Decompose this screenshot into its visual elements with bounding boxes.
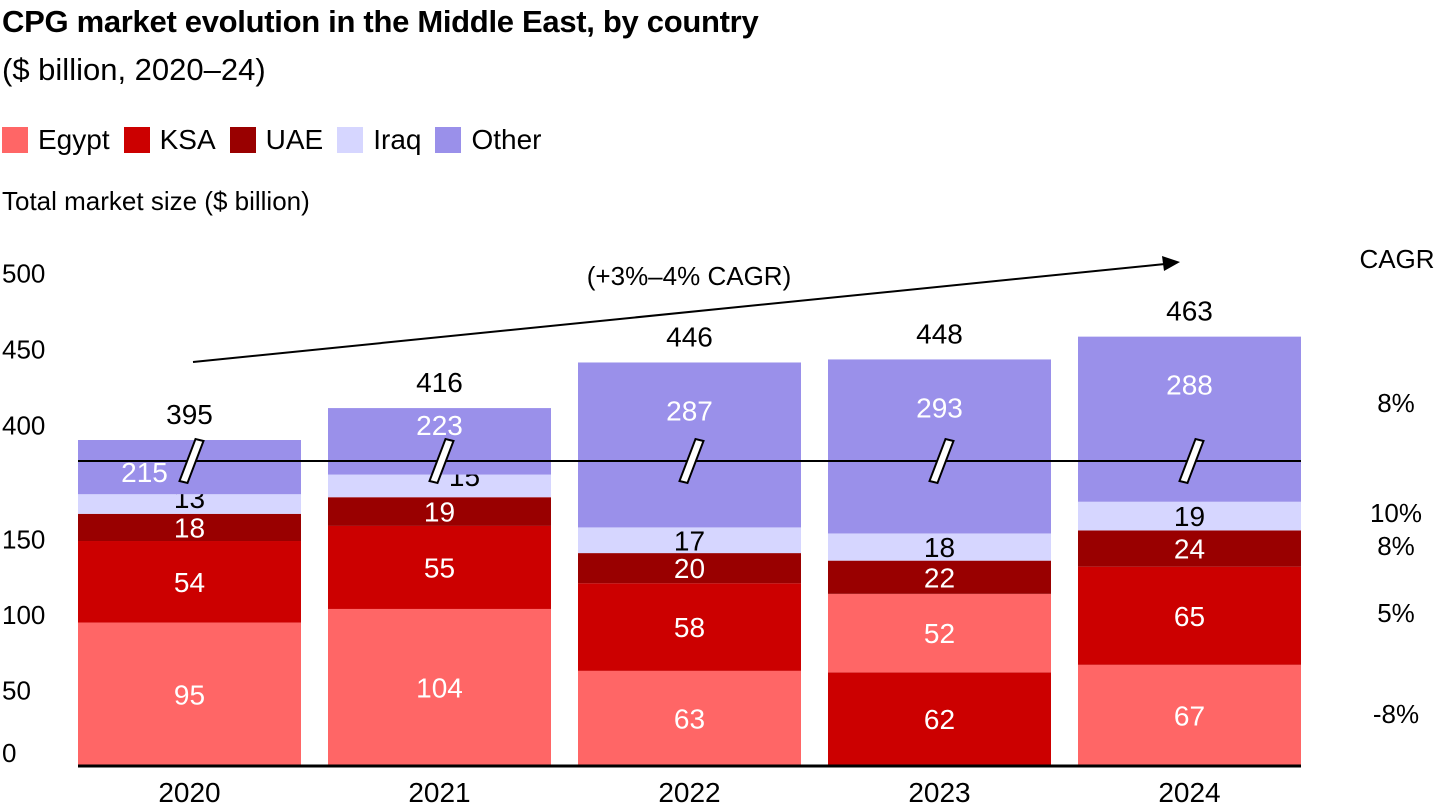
trend-label: (+3%–4% CAGR) — [587, 261, 791, 291]
data-label: 287 — [666, 395, 713, 426]
legend-item-other: Other — [435, 124, 542, 156]
data-label: 24 — [1174, 534, 1205, 565]
y-tick-label: 450 — [2, 334, 45, 364]
y-tick-label: 100 — [2, 600, 45, 630]
bar-segment-egypt-2022 — [578, 670, 801, 766]
data-label: 67 — [1174, 700, 1205, 731]
bar-segment-egypt-2023 — [828, 593, 1051, 673]
total-label: 446 — [666, 321, 713, 352]
legend-label: KSA — [159, 124, 216, 155]
bar-segment-egypt-2021 — [328, 608, 551, 766]
bar-segment-ksa-2020 — [78, 541, 301, 623]
legend-swatch — [123, 127, 150, 153]
bar-segment-iraq-2024 — [1078, 501, 1301, 531]
total-label: 395 — [166, 399, 213, 430]
legend-label: UAE — [265, 124, 324, 155]
legend-item-iraq: Iraq — [337, 124, 421, 156]
y-tick-label: 500 — [2, 258, 45, 288]
bar-segment-uae-2021 — [328, 497, 551, 526]
cagr-value-ksa: 5% — [1377, 598, 1415, 628]
total-label: 448 — [916, 318, 963, 349]
axis-break-mark — [678, 437, 705, 485]
legend-label: Other — [471, 124, 542, 155]
data-label: 20 — [674, 553, 705, 584]
axis-break-mark — [428, 437, 455, 485]
data-label: 293 — [916, 392, 963, 423]
cagr-value-uae: 8% — [1377, 531, 1415, 561]
data-label: 62 — [924, 704, 955, 735]
bar-segment-other-2023 — [828, 359, 1051, 534]
legend-label: Egypt — [38, 124, 110, 155]
axis-break-mark — [928, 437, 955, 485]
bar-segment-uae-2023 — [828, 560, 1051, 594]
cagr-header: CAGR — [1359, 244, 1434, 274]
data-label: 58 — [674, 612, 705, 643]
legend-item-egypt: Egypt — [2, 124, 110, 156]
data-label: 19 — [424, 497, 455, 528]
bar-segment-iraq-2023 — [828, 533, 1051, 561]
bar-segment-ksa-2023 — [828, 672, 1051, 766]
axis-break-mark — [178, 437, 205, 485]
x-tick-label: 2021 — [408, 777, 470, 808]
bar-segment-egypt-2024 — [1078, 664, 1301, 766]
data-label: 18 — [174, 512, 205, 543]
data-label: 288 — [1166, 370, 1213, 401]
bar-segment-ksa-2021 — [328, 525, 551, 609]
legend: Egypt KSA UAE Iraq Other — [2, 124, 542, 156]
bar-segment-egypt-2020 — [78, 622, 301, 766]
x-tick-label: 2023 — [908, 777, 970, 808]
cagr-value-egypt: -8% — [1373, 699, 1419, 729]
bar-segment-ksa-2022 — [578, 583, 801, 671]
chart-subtitle: ($ billion, 2020–24) — [2, 52, 266, 87]
y-tick-label: 50 — [2, 676, 31, 706]
legend-swatch — [2, 127, 28, 153]
data-label: 63 — [674, 703, 705, 734]
y-tick-label: 0 — [2, 738, 16, 768]
legend-item-ksa: KSA — [123, 124, 216, 156]
cagr-value-iraq: 10% — [1370, 498, 1422, 528]
x-tick-label: 2024 — [1158, 777, 1220, 808]
cagr-value-other: 8% — [1377, 388, 1415, 418]
data-label: 104 — [416, 672, 463, 703]
bar-segment-iraq-2022 — [578, 527, 801, 554]
data-label: 17 — [674, 525, 705, 556]
bar-segment-iraq-2020 — [78, 494, 301, 514]
bar-segment-ksa-2024 — [1078, 566, 1301, 665]
legend-item-uae: UAE — [229, 124, 324, 156]
bar-segment-uae-2020 — [78, 513, 301, 542]
bar-segment-uae-2022 — [578, 553, 801, 584]
data-label: 54 — [174, 567, 205, 598]
data-label: 22 — [924, 562, 955, 593]
bar-segment-uae-2024 — [1078, 530, 1301, 567]
data-label: 55 — [424, 552, 455, 583]
data-label: 52 — [924, 618, 955, 649]
legend-label: Iraq — [373, 124, 422, 155]
bar-segment-iraq-2021 — [328, 474, 551, 498]
data-label: 223 — [416, 410, 463, 441]
axis-caption: Total market size ($ billion) — [2, 186, 310, 216]
data-label: 19 — [1174, 501, 1205, 532]
trend-arrow-head — [1162, 256, 1180, 271]
legend-swatch — [435, 127, 462, 153]
legend-swatch — [337, 127, 364, 153]
chart-title: CPG market evolution in the Middle East,… — [2, 4, 759, 39]
legend-swatch — [229, 127, 256, 153]
y-tick-label: 400 — [2, 410, 45, 440]
x-tick-label: 2022 — [658, 777, 720, 808]
y-tick-label: 150 — [2, 525, 45, 555]
data-label: 215 — [121, 457, 168, 488]
data-label: 65 — [1174, 601, 1205, 632]
bar-segment-other-2022 — [578, 362, 801, 528]
trend-arrow-line — [192, 263, 1166, 363]
data-label: 95 — [174, 679, 205, 710]
x-tick-label: 2020 — [158, 777, 220, 808]
axis-break-mark — [1178, 437, 1205, 485]
total-label: 463 — [1166, 296, 1213, 327]
data-label: 18 — [924, 532, 955, 563]
total-label: 416 — [416, 367, 463, 398]
